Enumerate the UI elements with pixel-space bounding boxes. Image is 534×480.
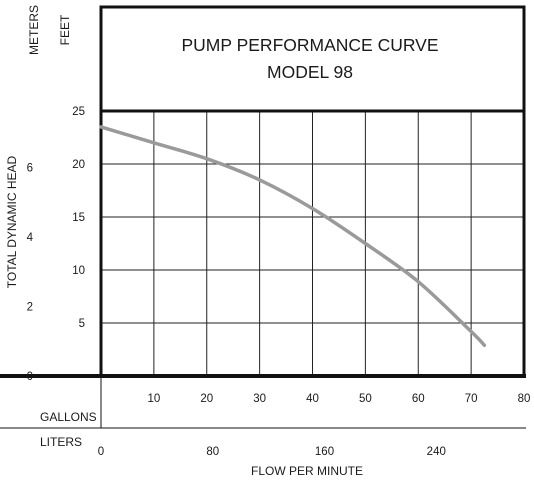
y-secondary-tick-label: 4 <box>27 232 34 244</box>
y-tick-label: 20 <box>72 159 85 171</box>
x-secondary-tick-label: 160 <box>315 446 334 458</box>
title-box <box>99 5 526 113</box>
x-primary-unit-label: GALLONS <box>40 410 97 424</box>
x-tick-label: 50 <box>359 393 372 405</box>
y-secondary-tick-label: 6 <box>27 162 33 174</box>
y-secondary-tick-label: 2 <box>27 301 33 313</box>
performance-curve-line <box>99 125 487 348</box>
x-secondary-ticks: 0 80 160 240 <box>98 446 446 458</box>
x-secondary-unit-label: LITERS <box>40 435 82 449</box>
y-ticks: 5 10 15 20 25 <box>72 106 85 330</box>
x-tick-label: 10 <box>147 393 160 405</box>
y-tick-label: 5 <box>79 318 85 330</box>
y-tick-label: 25 <box>72 106 85 118</box>
y-tick-label: 15 <box>72 212 85 224</box>
x-tick-label: 40 <box>306 393 319 405</box>
x-tick-label: 30 <box>253 393 266 405</box>
x-tick-label: 70 <box>465 393 478 405</box>
x-secondary-tick-label: 240 <box>427 446 446 458</box>
y-secondary-ticks: 0 2 4 6 <box>27 162 34 383</box>
y-primary-unit-label: FEET <box>58 14 72 45</box>
x-axis-title: FLOW PER MINUTE <box>251 464 363 478</box>
series-layer <box>99 125 487 348</box>
x-tick-label: 80 <box>518 393 531 405</box>
y-axis-title: TOTAL DYNAMIC HEAD <box>5 155 19 288</box>
x-secondary-tick-label: 80 <box>206 446 219 458</box>
grid-lines <box>101 111 524 376</box>
chart-subtitle: MODEL 98 <box>267 62 353 82</box>
x-secondary-tick-label: 0 <box>98 446 104 458</box>
chart-title: PUMP PERFORMANCE CURVE <box>181 35 438 55</box>
x-ticks: 10 20 30 40 50 60 70 80 <box>147 393 530 405</box>
plot-frame <box>0 109 526 378</box>
y-secondary-unit-label: METERS <box>27 5 41 55</box>
x-tick-label: 20 <box>200 393 213 405</box>
y-secondary-tick-label: 0 <box>27 371 33 383</box>
x-tick-label: 60 <box>412 393 425 405</box>
y-tick-label: 10 <box>72 265 85 277</box>
